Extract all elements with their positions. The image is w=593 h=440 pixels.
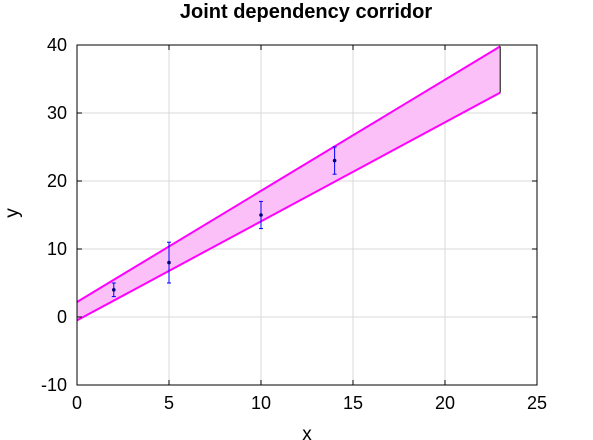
band-lower-edge [76,91,501,322]
x-tick-label: 25 [527,393,547,413]
y-tick-label: 30 [47,103,67,123]
corridor-band [76,45,501,322]
data-point [167,260,171,265]
x-tick-label: 10 [251,393,271,413]
chart-title: Joint dependency corridor [180,1,432,23]
x-tick-label: 0 [72,393,82,413]
y-tick-label: 10 [47,239,67,259]
y-axis-label: y [2,208,23,218]
data-points [111,146,337,298]
y-tick-label: 20 [47,171,67,191]
y-tick-label: -10 [41,375,67,395]
y-tick-label: 40 [47,35,67,55]
data-point [259,213,263,217]
y-tick-label: 0 [57,307,67,327]
band-upper-edge [76,45,501,303]
data-point [112,288,116,292]
x-tick-label: 20 [435,393,455,413]
x-tick-label: 5 [164,393,174,413]
data-point [332,158,337,163]
x-axis-label: x [302,424,312,440]
band-fill [77,46,501,321]
x-tick-label: 15 [343,393,363,413]
plot-frame [76,44,538,386]
